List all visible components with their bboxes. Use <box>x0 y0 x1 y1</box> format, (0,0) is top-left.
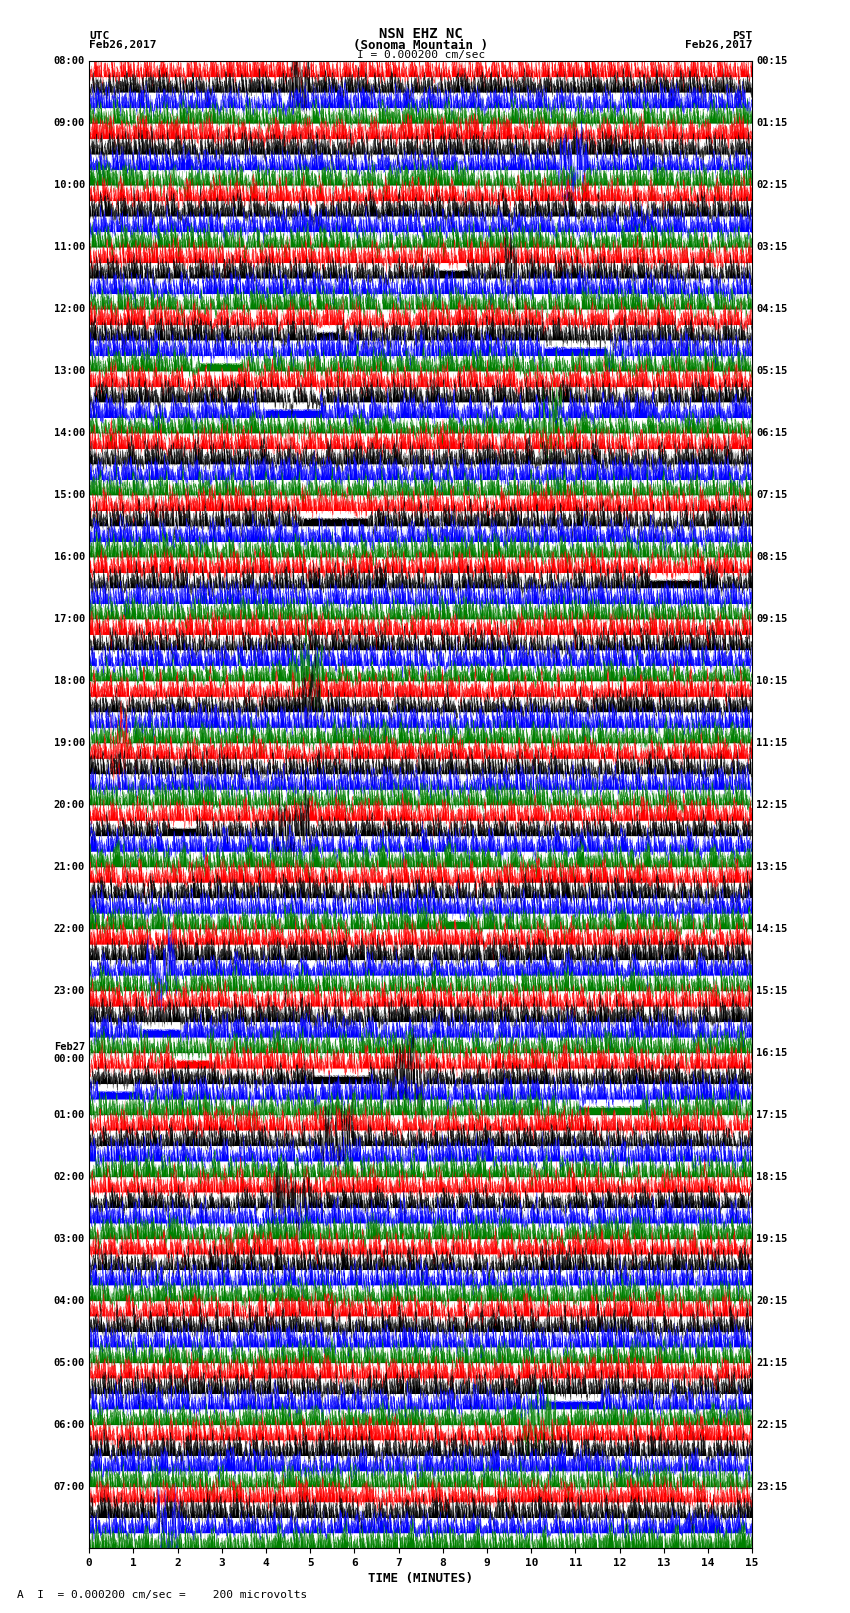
Text: 02:00: 02:00 <box>54 1171 85 1182</box>
Text: (Sonoma Mountain ): (Sonoma Mountain ) <box>354 39 488 52</box>
Text: 01:15: 01:15 <box>756 118 788 129</box>
Text: 05:15: 05:15 <box>756 366 788 376</box>
Text: 20:15: 20:15 <box>756 1295 788 1305</box>
Text: 01:00: 01:00 <box>54 1110 85 1119</box>
Text: UTC: UTC <box>89 31 110 40</box>
Text: 18:00: 18:00 <box>54 676 85 686</box>
Text: 04:00: 04:00 <box>54 1295 85 1305</box>
Text: 10:15: 10:15 <box>756 676 788 686</box>
Text: 21:15: 21:15 <box>756 1358 788 1368</box>
Text: 05:00: 05:00 <box>54 1358 85 1368</box>
Text: 13:15: 13:15 <box>756 861 788 873</box>
Text: 16:00: 16:00 <box>54 552 85 561</box>
Text: 03:00: 03:00 <box>54 1234 85 1244</box>
Text: 12:15: 12:15 <box>756 800 788 810</box>
Text: 07:00: 07:00 <box>54 1481 85 1492</box>
Text: 19:15: 19:15 <box>756 1234 788 1244</box>
X-axis label: TIME (MINUTES): TIME (MINUTES) <box>368 1573 473 1586</box>
Text: 19:00: 19:00 <box>54 737 85 748</box>
Text: 12:00: 12:00 <box>54 305 85 315</box>
Text: 22:15: 22:15 <box>756 1419 788 1429</box>
Text: A  I  = 0.000200 cm/sec =    200 microvolts: A I = 0.000200 cm/sec = 200 microvolts <box>17 1590 307 1600</box>
Text: PST: PST <box>732 31 752 40</box>
Text: 00:15: 00:15 <box>756 56 788 66</box>
Text: 21:00: 21:00 <box>54 861 85 873</box>
Text: 18:15: 18:15 <box>756 1171 788 1182</box>
Text: 11:00: 11:00 <box>54 242 85 252</box>
Text: 14:15: 14:15 <box>756 924 788 934</box>
Text: 07:15: 07:15 <box>756 490 788 500</box>
Text: 15:15: 15:15 <box>756 986 788 995</box>
Text: 16:15: 16:15 <box>756 1048 788 1058</box>
Text: 03:15: 03:15 <box>756 242 788 252</box>
Text: 13:00: 13:00 <box>54 366 85 376</box>
Text: 20:00: 20:00 <box>54 800 85 810</box>
Text: 06:00: 06:00 <box>54 1419 85 1429</box>
Text: 08:00: 08:00 <box>54 56 85 66</box>
Text: 17:15: 17:15 <box>756 1110 788 1119</box>
Text: 17:00: 17:00 <box>54 615 85 624</box>
Text: I = 0.000200 cm/sec: I = 0.000200 cm/sec <box>357 50 484 60</box>
Text: 09:15: 09:15 <box>756 615 788 624</box>
Text: 09:00: 09:00 <box>54 118 85 129</box>
Text: 22:00: 22:00 <box>54 924 85 934</box>
Text: 23:15: 23:15 <box>756 1481 788 1492</box>
Text: NSN EHZ NC: NSN EHZ NC <box>379 27 462 40</box>
Text: 04:15: 04:15 <box>756 305 788 315</box>
Text: Feb26,2017: Feb26,2017 <box>685 40 752 50</box>
Text: 15:00: 15:00 <box>54 490 85 500</box>
Text: 08:15: 08:15 <box>756 552 788 561</box>
Text: Feb26,2017: Feb26,2017 <box>89 40 156 50</box>
Text: 06:15: 06:15 <box>756 427 788 439</box>
Text: 11:15: 11:15 <box>756 737 788 748</box>
Text: 14:00: 14:00 <box>54 427 85 439</box>
Text: 23:00: 23:00 <box>54 986 85 995</box>
Text: 02:15: 02:15 <box>756 181 788 190</box>
Text: Feb27
00:00: Feb27 00:00 <box>54 1042 85 1063</box>
Text: 10:00: 10:00 <box>54 181 85 190</box>
